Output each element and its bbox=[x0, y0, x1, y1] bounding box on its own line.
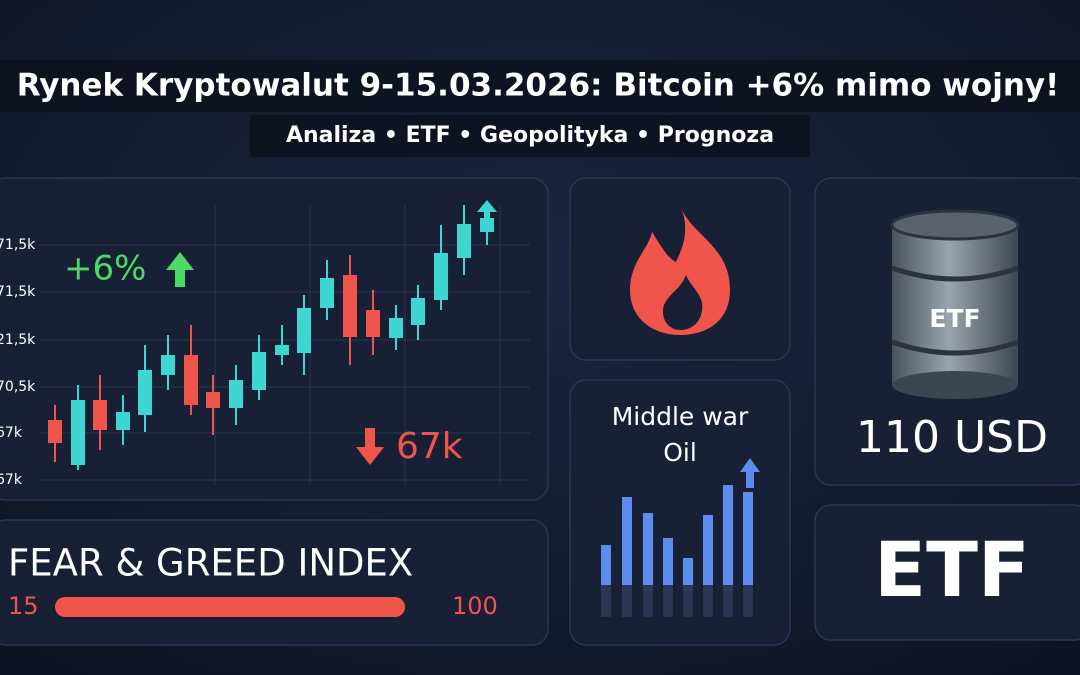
axis-label: 71,5k bbox=[0, 284, 36, 300]
candle-body bbox=[297, 308, 311, 353]
candle-body bbox=[343, 275, 357, 337]
oil-arrow bbox=[740, 458, 760, 488]
candle-body bbox=[275, 345, 289, 355]
loss-arrow bbox=[356, 428, 384, 465]
price-panel bbox=[0, 177, 549, 501]
oil-title-line: Oil bbox=[663, 438, 697, 467]
etf-price: 110 USD bbox=[856, 412, 1048, 463]
axis-label: 67k bbox=[0, 425, 23, 441]
subtitle: Analiza • ETF • Geopolityka • Prognoza bbox=[286, 123, 774, 148]
fear-greed-title: FEAR & GREED INDEX bbox=[8, 542, 413, 585]
candle-body bbox=[389, 318, 403, 338]
candles bbox=[48, 205, 494, 470]
oil-bar bbox=[601, 545, 611, 585]
barrel bbox=[890, 209, 1020, 399]
candle-body bbox=[457, 224, 471, 258]
oil-bar-base bbox=[622, 585, 632, 617]
up-arrow bbox=[477, 200, 497, 228]
oil-bar-base bbox=[743, 585, 753, 617]
oil-bar-base bbox=[663, 585, 673, 617]
oil-bar bbox=[743, 492, 753, 585]
candle-body bbox=[161, 355, 175, 375]
oil-bar-base bbox=[643, 585, 653, 617]
candle-body bbox=[138, 370, 152, 415]
fear-greed-min: 15 bbox=[8, 592, 39, 620]
fear-greed-max: 100 bbox=[452, 592, 498, 620]
axis-label: 70,5k bbox=[0, 379, 36, 395]
oil-bar bbox=[622, 497, 632, 585]
etf-logo-panel bbox=[814, 504, 1080, 641]
oil-bar-base bbox=[601, 585, 611, 617]
candle-body bbox=[71, 400, 85, 465]
oil-bar-base bbox=[723, 585, 733, 617]
axis-label: 21,5k bbox=[0, 332, 36, 348]
gain-label: +6% bbox=[64, 249, 146, 289]
candle-body bbox=[411, 298, 425, 325]
gain-arrow bbox=[166, 252, 194, 287]
candle-body bbox=[252, 352, 266, 390]
axis-label: 71,5k bbox=[0, 237, 36, 253]
candle-body bbox=[116, 412, 130, 430]
candle-body bbox=[48, 420, 62, 443]
oil-bar-base bbox=[683, 585, 693, 617]
candle-body bbox=[320, 278, 334, 308]
candle-body bbox=[434, 253, 448, 300]
axis-label: 67k bbox=[0, 472, 23, 488]
title-band bbox=[0, 60, 1080, 112]
candle-body bbox=[206, 392, 220, 408]
candle-body bbox=[93, 400, 107, 430]
subtitle-band bbox=[250, 115, 810, 157]
oil-bar bbox=[663, 538, 673, 585]
fear-greed-bar bbox=[55, 597, 405, 617]
oil-bar bbox=[703, 515, 713, 585]
candle-body bbox=[366, 310, 380, 337]
low-label: 67k bbox=[396, 426, 463, 467]
oil-title-line: Middle war bbox=[612, 402, 749, 431]
candle-body bbox=[229, 380, 243, 408]
etf-logo: ETF bbox=[874, 525, 1030, 614]
title: Rynek Kryptowalut 9-15.03.2026: Bitcoin … bbox=[17, 68, 1060, 104]
barrel-label: ETF bbox=[929, 304, 980, 333]
oil-bars bbox=[601, 485, 753, 617]
fire-icon bbox=[630, 205, 730, 335]
oil-bar bbox=[723, 485, 733, 585]
oil-bar bbox=[683, 558, 693, 585]
grid: 71,5k 71,5k 21,5k 70,5k 67k 67k bbox=[0, 205, 530, 488]
oil-bar bbox=[643, 513, 653, 585]
candle-body bbox=[184, 355, 198, 405]
oil-bar-base bbox=[703, 585, 713, 617]
